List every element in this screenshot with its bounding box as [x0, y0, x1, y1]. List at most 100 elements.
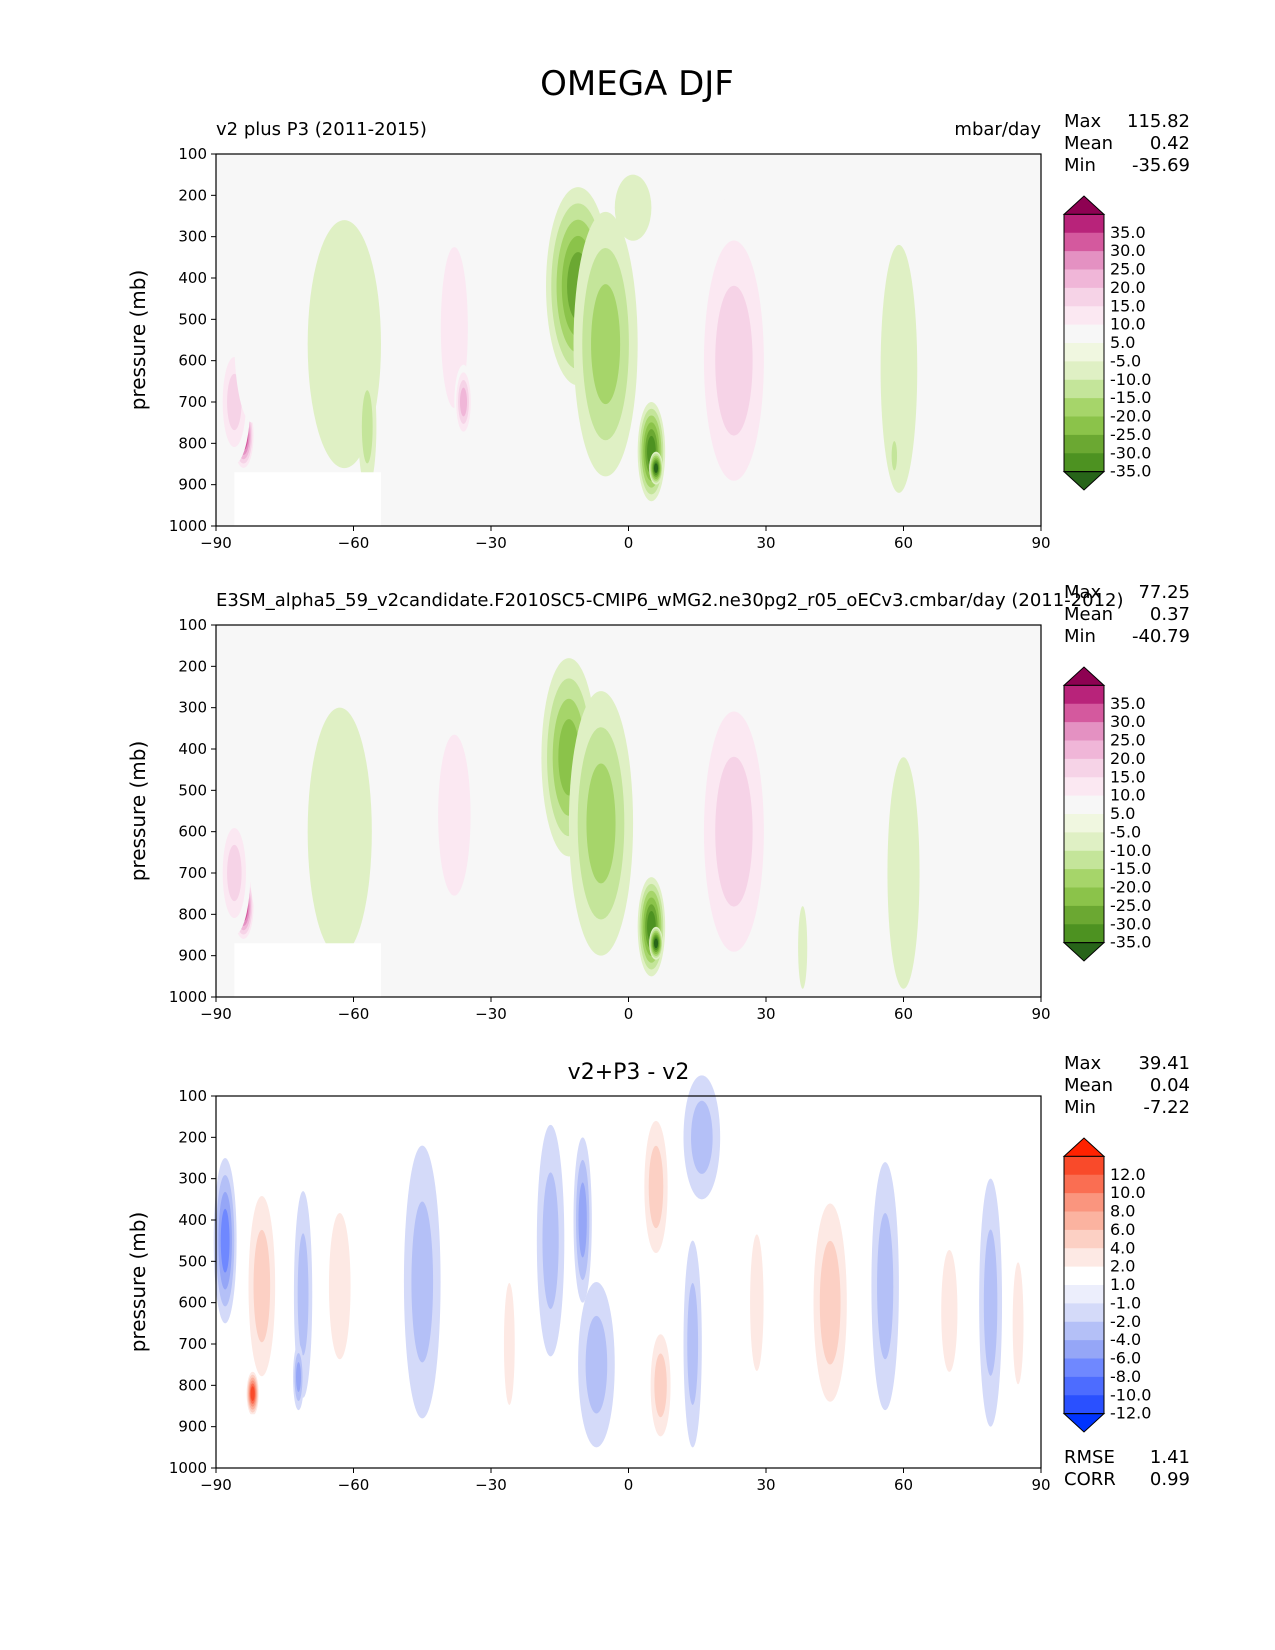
colorbar-segment — [1064, 1193, 1104, 1212]
colorbar-tick-label: -5.0 — [1110, 822, 1141, 841]
contour-feature-10-level — [578, 1182, 587, 1258]
colorbar: 35.030.025.020.015.010.05.0-5.0-10.0-15.… — [1062, 195, 1151, 491]
colorbar-segment — [1064, 814, 1104, 833]
colorbar-segment — [1064, 777, 1104, 797]
colorbar-tick-label: 30.0 — [1110, 712, 1146, 731]
y-tick-label: 200 — [178, 1128, 207, 1146]
colorbar-segment — [1064, 685, 1104, 705]
colorbar-tick-label: 5.0 — [1110, 333, 1135, 352]
stat-value: 0.37 — [1150, 604, 1190, 625]
colorbar-tick-label: 8.0 — [1110, 1202, 1135, 1221]
stat-label: Max — [1064, 582, 1102, 603]
stat-label: Min — [1064, 155, 1096, 176]
colorbar-segment — [1064, 758, 1104, 778]
colorbar-segment — [1064, 1285, 1104, 1304]
colorbar: 35.030.025.020.015.010.05.0-5.0-10.0-15.… — [1062, 666, 1151, 962]
y-tick-label: 500 — [178, 781, 207, 799]
contour-feature-1-level — [220, 1208, 230, 1273]
colorbar-tick-label: -35.0 — [1110, 933, 1151, 952]
colorbar-segment — [1064, 416, 1104, 436]
colorbar-tick-label: 2.0 — [1110, 1257, 1135, 1276]
colorbar-tick-label: -10.0 — [1110, 1385, 1151, 1404]
colorbar-segment — [1064, 379, 1104, 399]
colorbar-segment — [1064, 343, 1104, 362]
colorbar-tick-label: -20.0 — [1110, 407, 1151, 426]
y-axis-label: pressure (mb) — [126, 741, 150, 882]
y-tick-label: 600 — [178, 1294, 207, 1312]
contour-feature-15-level — [880, 244, 918, 493]
x-tick-label: 30 — [756, 1476, 775, 1494]
stat-label: Mean — [1064, 604, 1113, 625]
colorbar-frame — [1063, 1155, 1105, 1415]
colorbar-tick-label: 35.0 — [1110, 694, 1146, 713]
contour-feature-14-level — [687, 1283, 699, 1405]
contour-feature-4-level — [297, 1233, 309, 1356]
x-tick-label: 60 — [894, 534, 913, 552]
y-tick-label: 700 — [178, 864, 207, 882]
colorbar-segment — [1064, 722, 1104, 741]
units-label: mbar/day — [954, 119, 1041, 140]
colorbar-tick-label: -15.0 — [1110, 388, 1151, 407]
x-tick-label: 0 — [624, 1005, 634, 1023]
colorbar-segment — [1064, 398, 1104, 417]
y-tick-label: 300 — [178, 699, 207, 717]
colorbar-tick-label: 25.0 — [1110, 260, 1146, 279]
y-tick-label: 300 — [178, 1170, 207, 1188]
colorbar-tick-label: -20.0 — [1110, 878, 1151, 897]
figure-title: OMEGA DJF — [540, 64, 734, 104]
x-tick-label: 90 — [1031, 1476, 1050, 1494]
x-tick-label: 30 — [756, 1005, 775, 1023]
colorbar-tick-label: -10.0 — [1110, 841, 1151, 860]
colorbar-tick-label: 35.0 — [1110, 223, 1146, 242]
contour-feature-21-level — [691, 1100, 713, 1174]
contour-feature-3-level — [248, 740, 276, 923]
contour-field — [218, 653, 1005, 997]
contour-feature-6-level — [328, 1212, 351, 1360]
colorbar-tick-label: 10.0 — [1110, 315, 1146, 334]
colorbar-segment — [1064, 795, 1104, 815]
stat-value: 0.99 — [1150, 1469, 1190, 1490]
contour-feature-5-level — [361, 390, 373, 464]
contour-feature-11-level — [585, 1315, 608, 1414]
contour-feature-14-level — [715, 285, 753, 436]
panel-title: v2+P3 - v2 — [568, 1060, 690, 1085]
y-tick-label: 500 — [178, 310, 207, 328]
x-tick-label: 30 — [756, 534, 775, 552]
contour-feature-20-level — [1012, 1262, 1024, 1385]
contour-feature-19-level — [810, 393, 822, 493]
contour-feature-5-level — [438, 734, 471, 896]
colorbar-extend-max — [1062, 1137, 1106, 1157]
stat-label: Max — [1064, 111, 1102, 132]
y-tick-label: 800 — [178, 1376, 207, 1394]
colorbar-tick-label: -35.0 — [1110, 462, 1151, 481]
x-tick-label: 60 — [894, 1005, 913, 1023]
contour-feature-7-level — [459, 387, 468, 417]
colorbar-tick-label: 20.0 — [1110, 749, 1146, 768]
x-tick-label: 90 — [1031, 1005, 1050, 1023]
colorbar-extend-max — [1062, 195, 1106, 215]
contour-feature-12-level — [648, 1145, 664, 1229]
colorbar-tick-label: -25.0 — [1110, 896, 1151, 915]
y-tick-label: 100 — [178, 145, 207, 163]
colorbar-segment — [1064, 1395, 1104, 1415]
y-tick-label: 1000 — [169, 988, 207, 1006]
colorbar-tick-label: 10.0 — [1110, 786, 1146, 805]
colorbar-segment — [1064, 269, 1104, 289]
x-tick-label: 60 — [894, 1476, 913, 1494]
colorbar-tick-label: -2.0 — [1110, 1312, 1141, 1331]
stat-label: Min — [1064, 626, 1096, 647]
contour-feature-2-level — [253, 1229, 271, 1343]
colorbar-segment — [1064, 905, 1104, 925]
colorbar-segment — [1064, 361, 1104, 381]
colorbar-segment — [1064, 887, 1104, 907]
colorbar-tick-label: -6.0 — [1110, 1349, 1141, 1368]
x-tick-label: −90 — [200, 1005, 232, 1023]
stat-value: 77.25 — [1138, 582, 1190, 603]
x-tick-label: −60 — [338, 534, 370, 552]
colorbar-tick-label: -12.0 — [1110, 1404, 1151, 1423]
contour-field — [218, 174, 1009, 527]
